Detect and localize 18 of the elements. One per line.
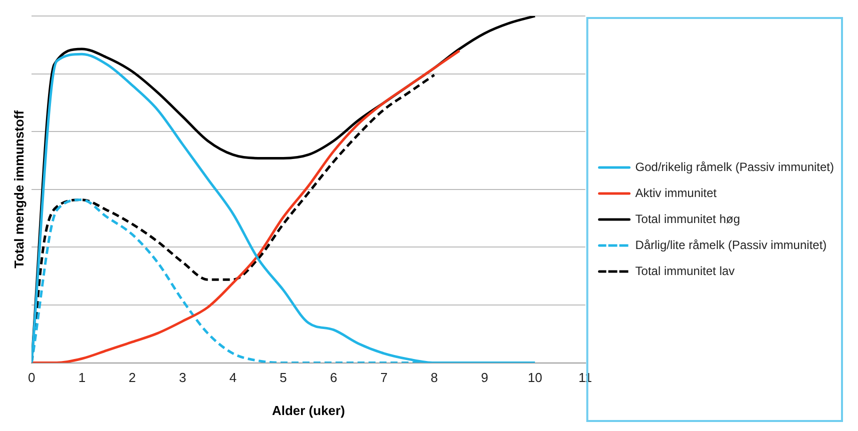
x-tick-label: 2	[128, 370, 136, 386]
x-tick-label: 7	[380, 370, 388, 386]
legend-label: Total immunitet lav	[635, 264, 735, 278]
legend-label: Dårlig/lite råmelk (Passiv immunitet)	[635, 238, 827, 252]
x-tick-label: 5	[280, 370, 287, 386]
x-tick-label: 10	[528, 370, 542, 386]
y-axis-title: Total mengde immunstoff	[11, 110, 26, 268]
x-tick-label: 0	[28, 370, 36, 386]
x-tick-label: 8	[430, 370, 438, 386]
x-tick-label: 9	[481, 370, 488, 386]
legend-label: God/rikelig råmelk (Passiv immunitet)	[635, 160, 834, 174]
legend-label: Total immunitet høg	[635, 212, 740, 226]
x-axis-title: Alder (uker)	[272, 402, 345, 418]
x-tick-label: 1	[78, 370, 86, 386]
x-tick-label: 4	[229, 370, 237, 386]
legend-label: Aktiv immunitet	[635, 186, 718, 200]
x-tick-label: 6	[330, 370, 338, 386]
x-tick-label: 3	[178, 370, 186, 386]
